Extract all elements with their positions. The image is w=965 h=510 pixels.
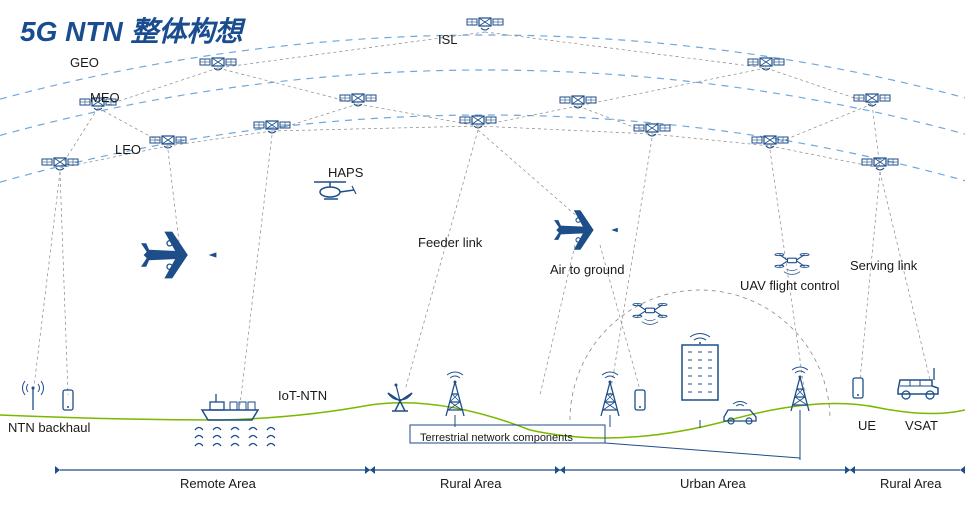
antenna-icon [23,381,44,410]
label-haps: HAPS [328,165,363,180]
tower-icon [791,367,809,411]
phone-icon [853,378,863,398]
ship-icon [202,394,258,420]
label-geo: GEO [70,55,99,70]
helicopter-icon [314,182,356,199]
airplane-icon [141,232,216,279]
area-label: Rural Area [880,476,941,491]
car-icon [724,402,756,425]
airplane-icon [554,210,618,250]
drone-icon [633,304,667,325]
satellite-icon [42,158,78,170]
label-feeder: Feeder link [418,235,482,250]
drone-icon [775,254,809,275]
area-axis [55,466,965,474]
label-leo: LEO [115,142,141,157]
tower-icon [446,372,464,416]
inter-satellite-links [60,32,880,168]
label-ntnbackhaul: NTN backhaul [8,420,90,435]
label-ue: UE [858,418,876,433]
area-label: Remote Area [180,476,256,491]
label-terrestrial: Terrestrial network components [420,432,573,444]
label-isl: ISL [438,32,458,47]
building-icon [682,334,718,401]
label-air: Air to ground [550,262,624,277]
diagram-stage: 5G NTN 整体构想 [0,0,965,510]
label-vsat: VSAT [905,418,938,433]
satellite-icon [467,18,503,30]
tower-icon [601,372,619,416]
label-serving: Serving link [850,258,917,273]
objects [23,18,939,424]
phone-icon [63,390,73,410]
label-iotntn: IoT-NTN [278,388,327,403]
orbit-arcs [0,35,965,182]
phone-icon [635,390,645,410]
area-label: Urban Area [680,476,746,491]
dish-icon [388,384,412,412]
label-meo: MEO [90,90,120,105]
area-label: Rural Area [440,476,501,491]
satellite-icon [254,121,290,133]
suv-icon [898,368,938,399]
label-uav: UAV flight control [740,278,839,293]
